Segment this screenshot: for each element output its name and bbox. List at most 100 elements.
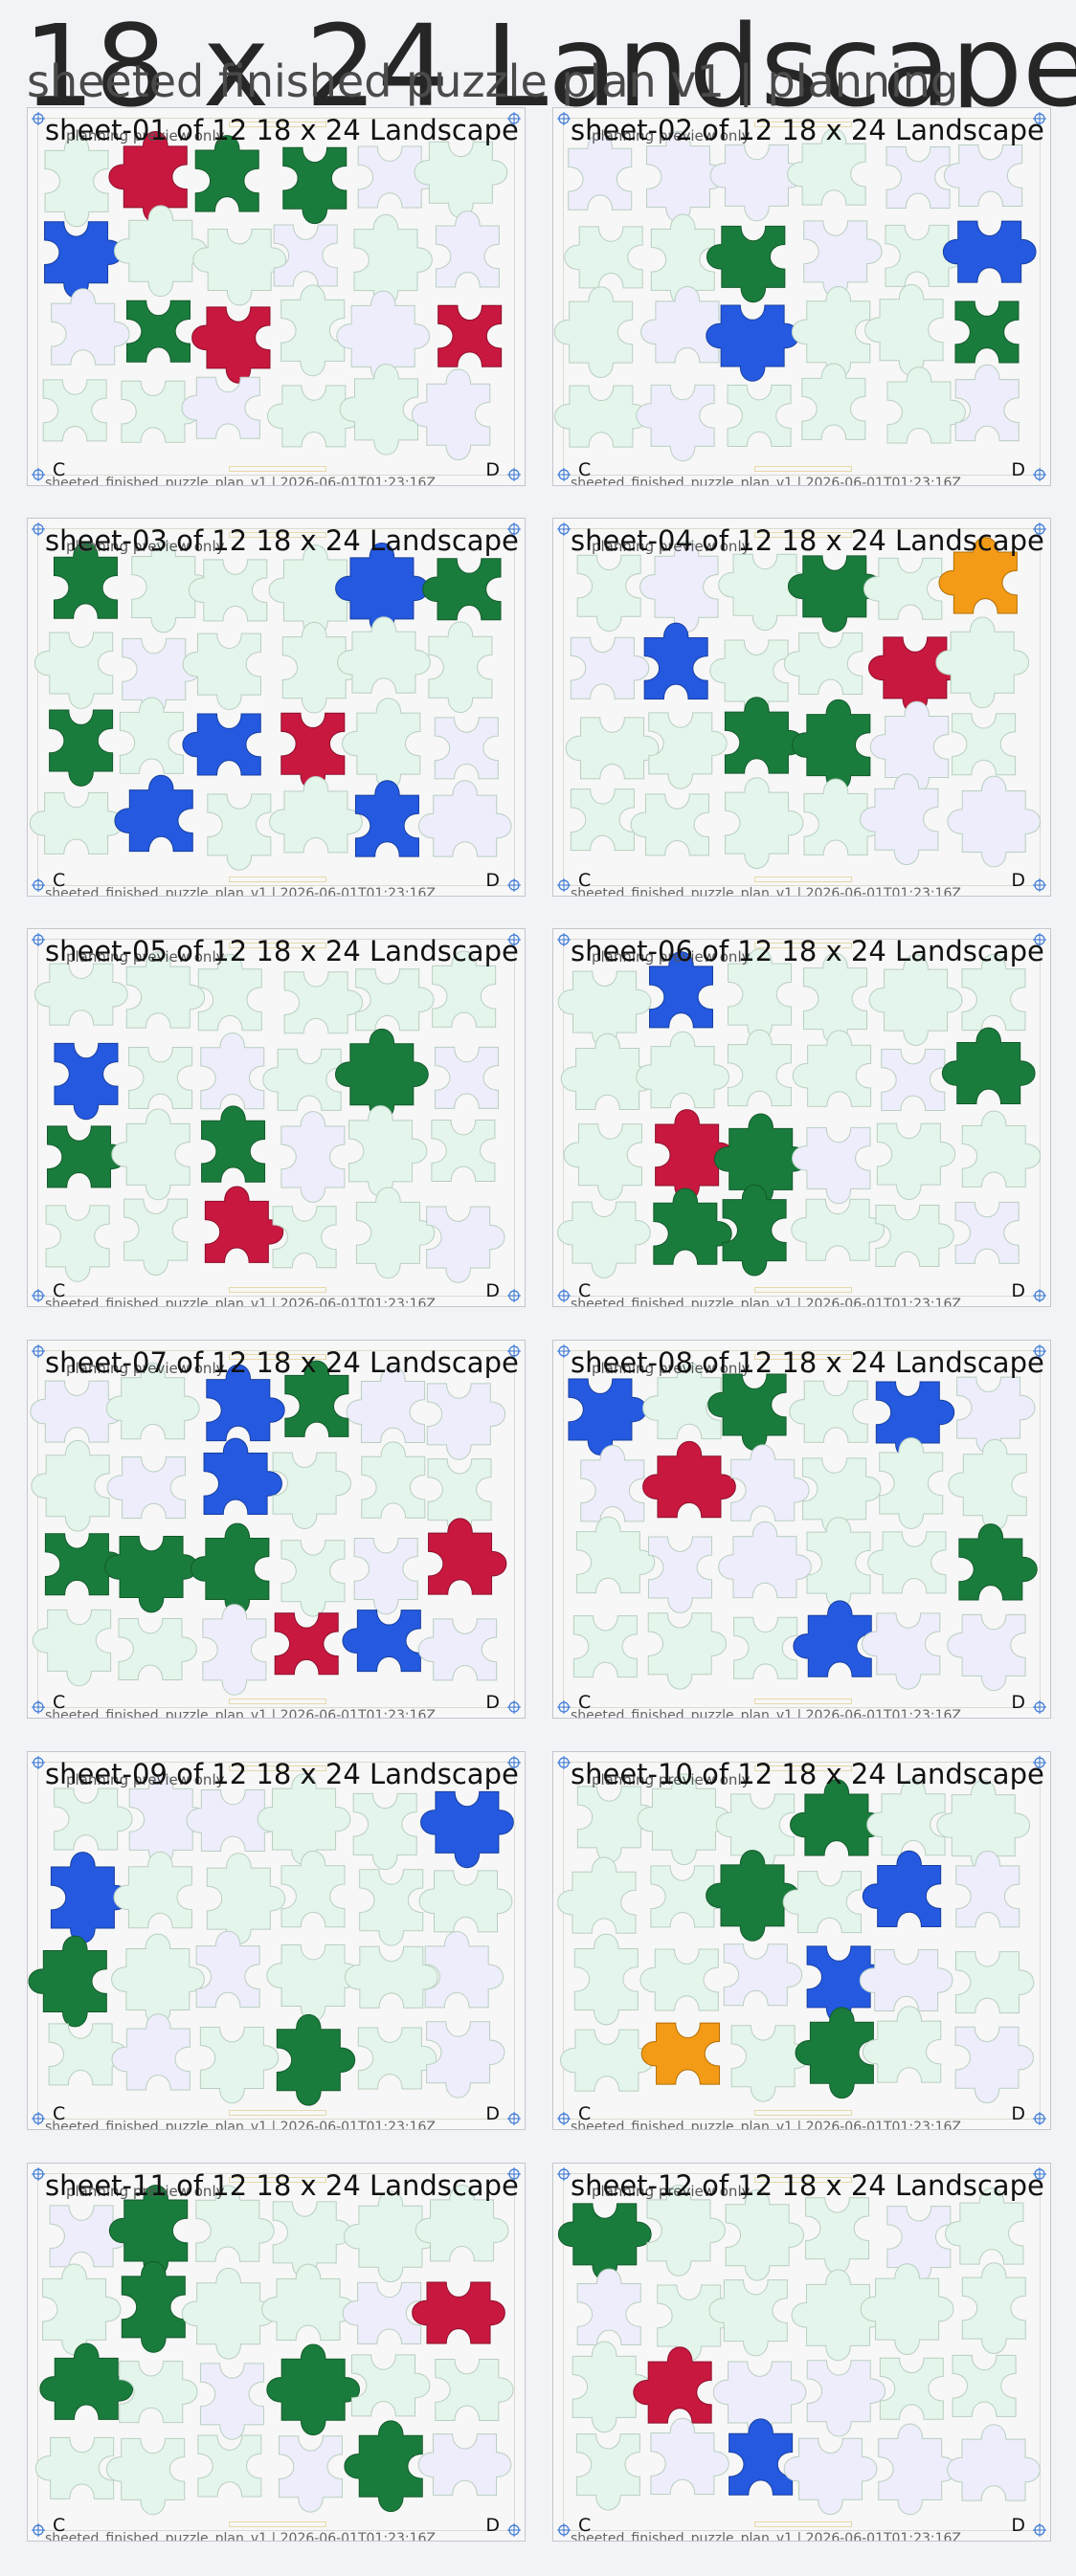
puzzle-piece [262, 1048, 342, 1111]
puzzle-piece [119, 697, 184, 774]
puzzle-piece [49, 709, 114, 787]
puzzle-piece [637, 1773, 731, 1865]
puzzle-piece [639, 1948, 719, 2011]
corner-label-left: C [53, 2515, 66, 2536]
puzzle-piece [648, 712, 728, 789]
puzzle-piece [708, 2279, 788, 2357]
puzzle-piece [647, 1536, 712, 1613]
sheet-footer: sheeted_finished_puzzle_plan_v1 | 2026-0… [571, 2531, 962, 2542]
puzzle-piece [792, 1030, 872, 1107]
sheet-label: sheet-10 of 12 18 x 24 Landscape [571, 1758, 1044, 1790]
registration-mark-icon [1033, 2167, 1046, 2181]
corner-label-right: D [485, 2103, 500, 2124]
corner-label-right: D [1011, 1280, 1025, 1301]
sheet-panel[interactable]: sheet-03 of 12 18 x 24 Landscape planning… [27, 518, 526, 897]
puzzle-pieces [30, 1360, 507, 1696]
sheet-panel[interactable]: sheet-11 of 12 18 x 24 Landscape planning… [27, 2163, 526, 2542]
puzzle-piece [191, 306, 271, 384]
puzzle-pieces [34, 2185, 514, 2516]
sheet-panel[interactable]: sheet-02 of 12 18 x 24 Landscape planning… [552, 107, 1051, 486]
puzzle-piece [261, 2263, 355, 2341]
corner-label-right: D [485, 459, 500, 480]
puzzle-piece [860, 2263, 954, 2355]
puzzle-piece [557, 1201, 651, 1278]
puzzle-piece [793, 1600, 872, 1677]
sheet-panel[interactable]: sheet-12 of 12 18 x 24 Landscape planning… [552, 2163, 1051, 2542]
tab-strip-top [229, 1354, 326, 1360]
tab-strip-bottom [229, 877, 326, 882]
sheet-footer: sheeted_finished_puzzle_plan_v1 | 2026-0… [571, 1708, 962, 1719]
puzzle-piece [733, 1616, 798, 1679]
tab-strip-top [754, 532, 852, 538]
puzzle-piece [359, 1869, 424, 1946]
registration-mark-icon [557, 878, 571, 892]
puzzle-piece [565, 717, 660, 780]
puzzle-piece [125, 951, 205, 1029]
sheet-panel[interactable]: sheet-07 of 12 18 x 24 Landscape planning… [27, 1340, 526, 1719]
puzzle-piece [282, 146, 347, 224]
sheet-panel[interactable]: sheet-06 of 12 18 x 24 Landscape planning… [552, 928, 1051, 1307]
puzzle-piece [647, 1612, 727, 1690]
puzzle-piece [863, 557, 943, 620]
puzzle-piece [935, 616, 1029, 708]
puzzle-piece [730, 2025, 810, 2102]
puzzle-piece [199, 2363, 264, 2440]
sheet-panel[interactable]: sheet-09 of 12 18 x 24 Landscape planning… [27, 1751, 526, 2130]
puzzle-piece [34, 632, 114, 709]
puzzle-piece [34, 2436, 115, 2499]
sheet-footer: sheeted_finished_puzzle_plan_v1 | 2026-0… [45, 476, 437, 486]
puzzle-piece [875, 1205, 954, 1268]
sheet-note: planning preview only [592, 538, 751, 555]
puzzle-piece [886, 2206, 952, 2283]
puzzle-piece [792, 286, 871, 378]
puzzle-piece [709, 144, 804, 222]
registration-mark-icon [1033, 468, 1046, 481]
registration-mark-icon [507, 2112, 521, 2125]
sheet-note: planning preview only [592, 948, 751, 966]
puzzle-piece [724, 697, 804, 774]
sheet-label: sheet-06 of 12 18 x 24 Landscape [571, 935, 1044, 967]
sheet-label: sheet-11 of 12 18 x 24 Landscape [45, 2169, 519, 2202]
registration-mark-icon [1033, 112, 1046, 125]
tab-strip-top [754, 1765, 852, 1771]
puzzle-pieces [557, 948, 1041, 1278]
puzzle-piece [44, 135, 109, 228]
corner-label-right: D [1011, 1692, 1025, 1713]
registration-mark-icon [507, 2523, 521, 2537]
sheet-note: planning preview only [592, 2183, 751, 2200]
puzzle-piece [426, 1206, 505, 1283]
corner-label-right: D [1011, 870, 1025, 891]
puzzle-piece [954, 364, 1020, 442]
puzzle-piece [54, 1788, 133, 1851]
tab-strip-top [754, 1354, 852, 1360]
sheet-panel[interactable]: sheet-08 of 12 18 x 24 Landscape planning… [552, 1340, 1051, 1719]
puzzle-piece [712, 2361, 807, 2438]
sheet-panel[interactable]: sheet-04 of 12 18 x 24 Landscape planning… [552, 518, 1051, 897]
corner-label-left: C [578, 870, 592, 891]
tab-strip-bottom [229, 2110, 326, 2116]
corner-label-left: C [53, 1692, 66, 1713]
puzzle-piece [354, 780, 419, 857]
registration-mark-icon [507, 933, 521, 946]
sheet-panel[interactable]: sheet-01 of 12 18 x 24 Landscape planning… [27, 107, 526, 486]
registration-mark-icon [1033, 1756, 1046, 1769]
sheet-footer: sheeted_finished_puzzle_plan_v1 | 2026-0… [45, 1297, 437, 1307]
registration-mark-icon [32, 878, 45, 892]
puzzle-piece [428, 1518, 507, 1595]
registration-mark-icon [507, 2167, 521, 2181]
puzzle-piece [111, 1933, 205, 2026]
puzzle-piece [34, 963, 128, 1026]
sheet-note: planning preview only [592, 1360, 751, 1377]
sheet-panel[interactable]: sheet-05 of 12 18 x 24 Landscape planning… [27, 928, 526, 1307]
registration-mark-icon [557, 2523, 571, 2537]
tab-strip-bottom [229, 1699, 326, 1704]
registration-mark-icon [32, 1344, 45, 1358]
corner-label-left: C [578, 2515, 592, 2536]
puzzle-pieces [568, 1362, 1038, 1691]
puzzle-piece [725, 777, 804, 869]
sheet-panel[interactable]: sheet-10 of 12 18 x 24 Landscape planning… [552, 1751, 1051, 2130]
page-subtitle: sheeted finished puzzle plan v1 | planni… [27, 56, 959, 107]
puzzle-piece [568, 133, 633, 211]
puzzle-piece [783, 633, 863, 696]
puzzle-piece [206, 1364, 285, 1442]
